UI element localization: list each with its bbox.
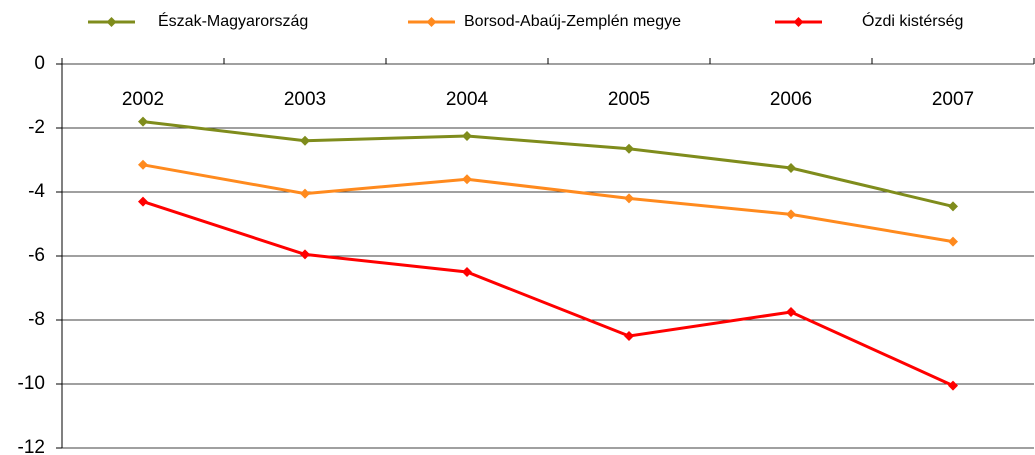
point xyxy=(300,188,310,199)
series-line xyxy=(142,120,954,208)
legend-marker xyxy=(426,17,437,27)
y-tick-label: -12 xyxy=(18,437,45,455)
x-tick-label: 2003 xyxy=(284,89,326,110)
y-tick-label: -10 xyxy=(18,373,45,394)
point xyxy=(462,267,472,277)
point xyxy=(948,236,958,247)
point xyxy=(300,135,310,146)
series-line xyxy=(142,200,954,387)
point xyxy=(138,159,148,170)
legend-label: Borsod-Abaúj-Zemplén megye xyxy=(464,13,681,30)
x-tick-label: 2006 xyxy=(770,89,812,110)
legend-label: Ózdi kistérség xyxy=(862,11,963,30)
point xyxy=(948,380,958,391)
legend-marker xyxy=(793,17,804,27)
point xyxy=(624,143,634,154)
point xyxy=(138,196,148,207)
x-tick-label: 2005 xyxy=(608,89,650,110)
legend-marker xyxy=(106,17,117,27)
y-tick-label: -6 xyxy=(28,245,45,266)
x-tick-label: 2002 xyxy=(122,89,164,110)
point xyxy=(462,131,472,141)
point xyxy=(786,307,796,317)
legend-label: Észak-Magyarország xyxy=(158,11,308,30)
series-line xyxy=(142,163,954,244)
point xyxy=(138,116,148,127)
point xyxy=(948,201,958,212)
y-tick-label: 0 xyxy=(34,53,45,74)
x-tick-label: 2004 xyxy=(446,89,489,110)
x-tick-label: 2007 xyxy=(932,89,974,110)
y-tick-label: -2 xyxy=(28,117,45,138)
point xyxy=(624,331,634,341)
y-tick-label: -8 xyxy=(28,309,45,330)
point xyxy=(786,163,796,173)
y-tick-label: -4 xyxy=(28,181,45,202)
point xyxy=(786,209,796,220)
point xyxy=(624,193,634,204)
point xyxy=(300,249,310,260)
point xyxy=(462,174,472,185)
